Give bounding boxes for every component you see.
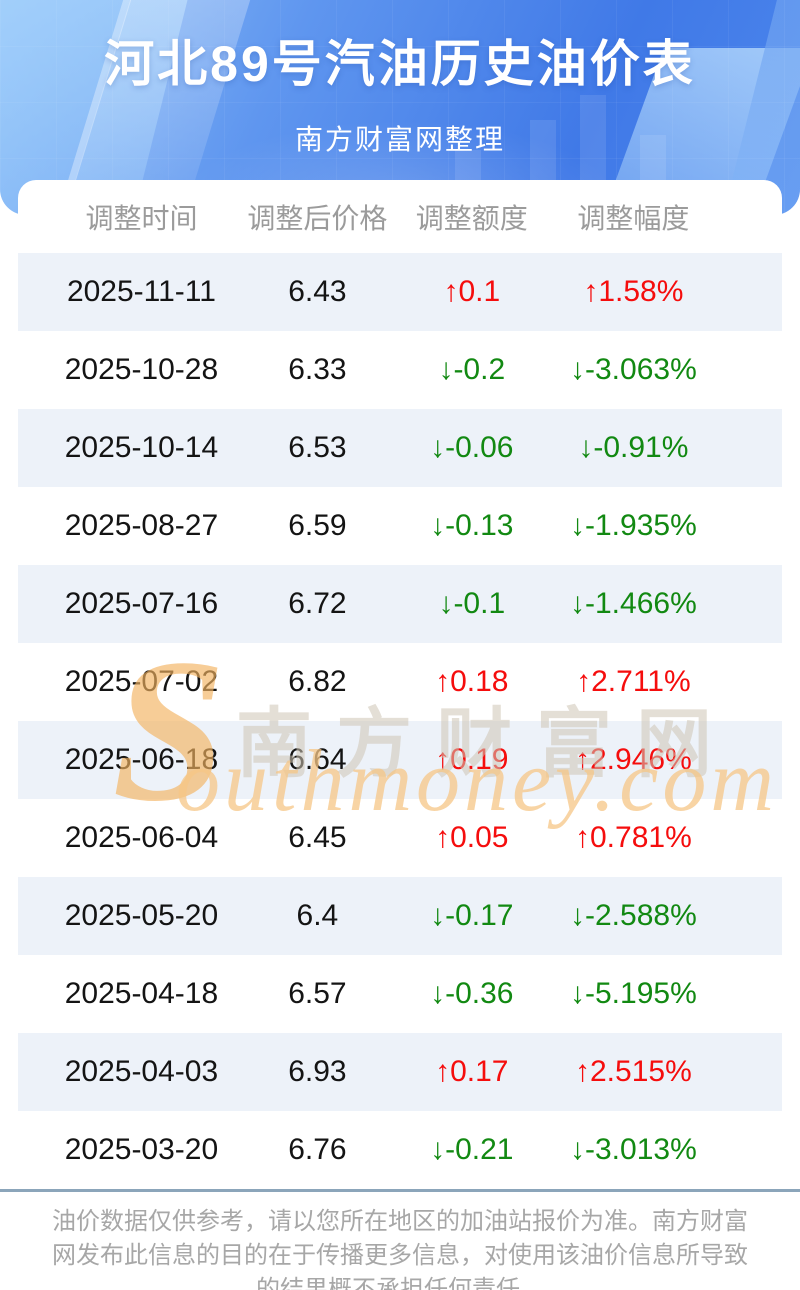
table-row: 2025-07-16 6.72 ↓-0.1 ↓-1.466% bbox=[18, 565, 782, 643]
row-change: ↓-0.2 bbox=[438, 353, 506, 386]
row-price: 6.57 bbox=[288, 977, 347, 1010]
page-title: 河北89号汽油历史油价表 bbox=[104, 36, 696, 92]
row-date: 2025-03-20 bbox=[64, 1133, 219, 1166]
row-percent: ↓-3.013% bbox=[570, 1133, 697, 1166]
column-header-time: 调整时间 bbox=[85, 202, 198, 234]
row-percent: ↓-1.935% bbox=[570, 509, 697, 542]
row-price: 6.64 bbox=[288, 743, 347, 776]
table-row: 2025-10-28 6.33 ↓-0.2 ↓-3.063% bbox=[18, 331, 782, 409]
row-percent: ↓-3.063% bbox=[570, 353, 697, 386]
row-date: 2025-11-11 bbox=[66, 275, 216, 308]
row-date: 2025-07-16 bbox=[64, 587, 219, 620]
table-header-row: 调整时间 调整后价格 调整额度 调整幅度 bbox=[18, 180, 782, 253]
row-percent: ↓-2.588% bbox=[570, 899, 697, 932]
table-row: 2025-04-03 6.93 ↑0.17 ↑2.515% bbox=[18, 1033, 782, 1111]
table-row: 2025-04-18 6.57 ↓-0.36 ↓-5.195% bbox=[18, 955, 782, 1033]
row-date: 2025-06-04 bbox=[64, 821, 219, 854]
footer-divider bbox=[0, 1189, 800, 1192]
row-change: ↓-0.36 bbox=[430, 977, 514, 1010]
row-price: 6.45 bbox=[288, 821, 347, 854]
row-change: ↓-0.17 bbox=[430, 899, 514, 932]
row-change: ↓-0.1 bbox=[438, 587, 506, 620]
row-percent: ↓-0.91% bbox=[578, 431, 689, 464]
row-date: 2025-04-03 bbox=[64, 1055, 219, 1088]
table-row: 2025-06-18 6.64 ↑0.19 ↑2.946% bbox=[18, 721, 782, 799]
row-price: 6.33 bbox=[288, 353, 347, 386]
page-subtitle: 南方财富网整理 bbox=[294, 124, 505, 155]
banner: 河北89号汽油历史油价表 南方财富网整理 bbox=[0, 0, 800, 215]
table-row: 2025-08-27 6.59 ↓-0.13 ↓-1.935% bbox=[18, 487, 782, 565]
row-percent: ↑2.946% bbox=[575, 743, 692, 776]
column-header-change: 调整额度 bbox=[415, 202, 528, 234]
row-date: 2025-05-20 bbox=[64, 899, 219, 932]
row-change: ↑0.17 bbox=[435, 1055, 509, 1088]
row-date: 2025-08-27 bbox=[64, 509, 219, 542]
row-change: ↑0.05 bbox=[435, 821, 509, 854]
row-price: 6.76 bbox=[288, 1133, 347, 1166]
price-table-card: 调整时间 调整后价格 调整额度 调整幅度 2025-11-11 6.43 ↑0.… bbox=[18, 180, 782, 1189]
column-header-percent: 调整幅度 bbox=[577, 202, 690, 234]
banner-grid-pattern bbox=[0, 0, 800, 215]
column-header-price: 调整后价格 bbox=[247, 202, 388, 234]
table-row: 2025-11-11 6.43 ↑0.1 ↑1.58% bbox=[18, 253, 782, 331]
disclaimer-text: 油价数据仅供参考，请以您所在地区的加油站报价为准。南方财富网发布此信息的目的在于… bbox=[52, 1208, 748, 1290]
row-change: ↑0.1 bbox=[443, 275, 501, 308]
row-date: 2025-10-14 bbox=[64, 431, 219, 464]
row-percent: ↓-5.195% bbox=[570, 977, 697, 1010]
row-change: ↓-0.06 bbox=[430, 431, 514, 464]
row-change: ↑0.19 bbox=[435, 743, 509, 776]
table-row: 2025-05-20 6.4 ↓-0.17 ↓-2.588% bbox=[18, 877, 782, 955]
row-price: 6.72 bbox=[288, 587, 347, 620]
row-percent: ↓-1.466% bbox=[570, 587, 697, 620]
row-percent: ↑2.711% bbox=[576, 665, 691, 698]
row-percent: ↑1.58% bbox=[583, 275, 684, 308]
table-row: 2025-10-14 6.53 ↓-0.06 ↓-0.91% bbox=[18, 409, 782, 487]
row-change: ↑0.18 bbox=[435, 665, 509, 698]
row-price: 6.59 bbox=[288, 509, 347, 542]
row-price: 6.4 bbox=[296, 899, 339, 932]
row-date: 2025-06-18 bbox=[64, 743, 219, 776]
row-price: 6.93 bbox=[288, 1055, 347, 1088]
row-change: ↓-0.13 bbox=[430, 509, 514, 542]
table-row: 2025-07-02 6.82 ↑0.18 ↑2.711% bbox=[18, 643, 782, 721]
row-price: 6.82 bbox=[288, 665, 347, 698]
row-date: 2025-07-02 bbox=[64, 665, 219, 698]
row-price: 6.43 bbox=[288, 275, 347, 308]
row-percent: ↑0.781% bbox=[575, 821, 692, 854]
table-row: 2025-06-04 6.45 ↑0.05 ↑0.781% bbox=[18, 799, 782, 877]
row-date: 2025-04-18 bbox=[64, 977, 219, 1010]
row-change: ↓-0.21 bbox=[430, 1133, 514, 1166]
row-price: 6.53 bbox=[288, 431, 347, 464]
table-row: 2025-03-20 6.76 ↓-0.21 ↓-3.013% bbox=[18, 1111, 782, 1189]
row-percent: ↑2.515% bbox=[575, 1055, 692, 1088]
row-date: 2025-10-28 bbox=[64, 353, 219, 386]
